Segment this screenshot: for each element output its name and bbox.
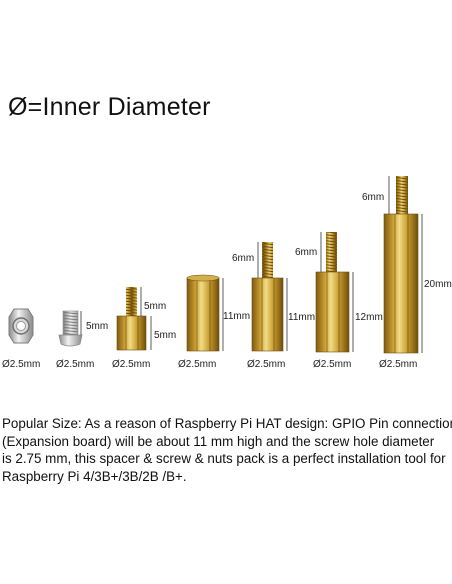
standoff-5mm-body-label: 5mm (154, 330, 176, 341)
standoff-11mm-body-label: 11mm (288, 312, 315, 323)
spacer-11mm-diameter-label: Ø2.5mm (178, 359, 216, 370)
standoff-5mm-thread-label: 5mm (144, 301, 166, 312)
standoff-12mm-diameter-label: Ø2.5mm (313, 359, 351, 370)
description-line: (Expansion board) will be about 11 mm hi… (2, 433, 435, 449)
standoff-11mm (251, 242, 288, 352)
spacer-11mm-body-label: 11mm (223, 311, 250, 322)
standoff-20mm (383, 176, 423, 354)
standoff-20mm-thread-label: 6mm (362, 192, 384, 203)
standoff-11mm-diameter-label: Ø2.5mm (247, 359, 285, 370)
standoff-5mm (116, 287, 152, 351)
description-line: Popular Size: As a reason of Raspberry P… (2, 416, 452, 431)
spacer-11mm (186, 274, 224, 352)
standoff-5mm-diameter-label: Ø2.5mm (112, 359, 150, 370)
product-description: Popular Size: As a reason of Raspberry P… (2, 415, 452, 485)
standoff-20mm-body-label: 20mm (424, 279, 452, 290)
standoff-12mm-thread-label: 6mm (295, 247, 317, 258)
page-title: Ø=Inner Diameter (8, 93, 211, 121)
standoff-20mm-diameter-label: Ø2.5mm (379, 359, 417, 370)
screw-length-label: 5mm (86, 321, 108, 332)
standoff-12mm (315, 232, 354, 353)
nut-diameter-label: Ø2.5mm (2, 359, 40, 370)
description-line: Raspberry Pi 4/3B+/3B/2B /B+. (2, 468, 187, 484)
description-line: is 2.75 mm, this spacer & screw & nuts p… (2, 451, 446, 467)
screw (58, 310, 83, 347)
standoff-12mm-body-label: 12mm (355, 312, 383, 323)
standoff-11mm-thread-label: 6mm (232, 253, 254, 264)
screw-diameter-label: Ø2.5mm (56, 359, 94, 370)
hex-nut (8, 308, 34, 344)
